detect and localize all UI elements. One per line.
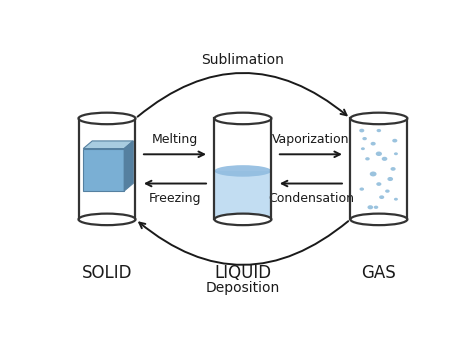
FancyArrowPatch shape (282, 181, 342, 186)
Circle shape (394, 198, 398, 201)
Polygon shape (83, 141, 133, 149)
Circle shape (359, 187, 364, 191)
Circle shape (376, 151, 382, 156)
Circle shape (387, 177, 393, 181)
FancyArrowPatch shape (137, 73, 346, 117)
Ellipse shape (79, 214, 136, 225)
Ellipse shape (214, 165, 272, 177)
Circle shape (374, 206, 378, 209)
Circle shape (376, 129, 381, 132)
Circle shape (361, 147, 365, 150)
Circle shape (394, 152, 398, 155)
Text: LIQUID: LIQUID (214, 264, 272, 282)
Circle shape (362, 137, 367, 140)
Circle shape (382, 157, 387, 161)
Circle shape (391, 167, 396, 171)
Circle shape (379, 195, 384, 199)
Text: Condensation: Condensation (268, 192, 354, 205)
Ellipse shape (79, 113, 136, 124)
FancyArrowPatch shape (280, 151, 340, 157)
Circle shape (376, 182, 382, 186)
Ellipse shape (214, 214, 272, 225)
FancyArrowPatch shape (144, 151, 204, 157)
Polygon shape (79, 118, 136, 219)
Ellipse shape (214, 214, 272, 225)
Text: Deposition: Deposition (206, 281, 280, 295)
Polygon shape (124, 141, 133, 191)
Circle shape (392, 139, 397, 142)
Ellipse shape (350, 113, 407, 124)
FancyArrowPatch shape (146, 181, 206, 186)
Polygon shape (83, 149, 124, 191)
Circle shape (367, 205, 373, 209)
Circle shape (359, 129, 365, 132)
Circle shape (365, 157, 370, 160)
Ellipse shape (350, 214, 407, 225)
Polygon shape (214, 118, 272, 219)
Text: GAS: GAS (362, 264, 396, 282)
FancyArrowPatch shape (139, 221, 348, 265)
Text: Sublimation: Sublimation (201, 53, 284, 67)
Ellipse shape (214, 113, 272, 124)
Polygon shape (350, 118, 407, 219)
Text: Vaporization: Vaporization (272, 133, 350, 146)
Text: Melting: Melting (152, 133, 198, 146)
Text: Freezing: Freezing (149, 192, 201, 205)
Text: SOLID: SOLID (82, 264, 132, 282)
Polygon shape (214, 171, 272, 219)
Circle shape (370, 171, 376, 176)
Circle shape (371, 142, 376, 146)
Circle shape (385, 189, 390, 193)
